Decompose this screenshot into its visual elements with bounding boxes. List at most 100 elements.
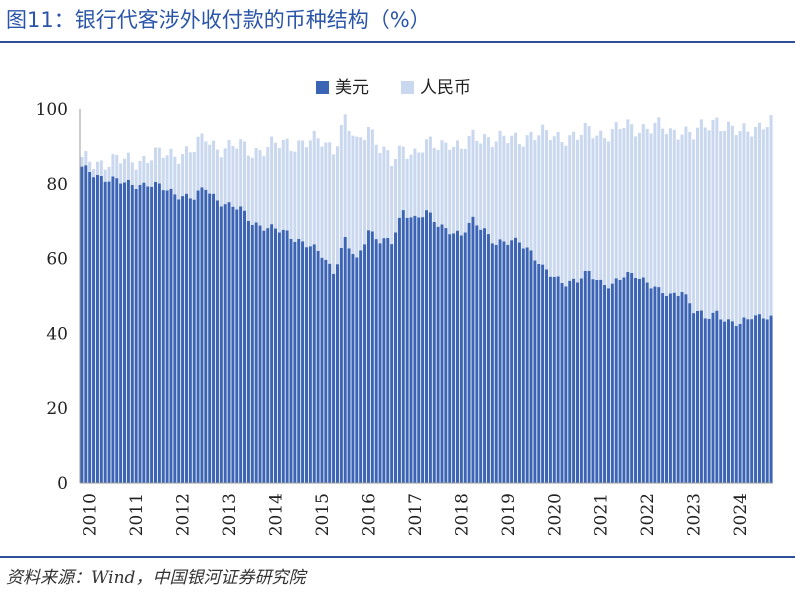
bar-rmb: [332, 154, 336, 274]
bar-rmb: [266, 147, 270, 229]
bar-rmb: [510, 135, 514, 241]
bar-rmb: [297, 140, 301, 239]
bar-rmb: [246, 155, 250, 221]
bar-rmb: [583, 122, 587, 271]
bar-rmb: [676, 139, 680, 297]
y-tick-label: 0: [57, 474, 68, 494]
bar-rmb: [359, 137, 363, 251]
bar-usd: [738, 323, 742, 483]
bar-rmb: [754, 126, 758, 316]
bar-usd: [394, 232, 398, 483]
bar-usd: [359, 250, 363, 483]
bar-usd: [339, 247, 343, 483]
bar-usd: [200, 187, 204, 483]
x-tick-label: 2013: [220, 493, 240, 536]
bar-usd: [142, 182, 146, 483]
bar-rmb: [304, 147, 308, 248]
bar-usd: [243, 210, 247, 483]
bar-rmb: [665, 133, 669, 296]
bar-usd: [599, 279, 603, 483]
bar-rmb: [541, 124, 545, 265]
bar-usd: [614, 278, 618, 483]
bar-rmb: [649, 133, 653, 289]
bar-usd: [161, 190, 165, 483]
bar-usd: [231, 206, 235, 484]
bar-rmb: [316, 138, 320, 251]
bar-rmb: [370, 129, 374, 232]
bar-usd: [366, 230, 370, 483]
bar-rmb: [483, 134, 487, 229]
bar-rmb: [301, 140, 305, 242]
bar-rmb: [324, 142, 328, 260]
bar-usd: [618, 279, 622, 483]
bar-usd: [556, 276, 560, 483]
bar-usd: [335, 264, 339, 483]
bar-usd: [304, 247, 308, 483]
bar-usd: [188, 198, 192, 483]
bar-usd: [742, 317, 746, 483]
bar-usd: [196, 190, 200, 483]
bar-rmb: [641, 124, 645, 278]
bar-rmb: [150, 160, 154, 187]
bar-rmb: [188, 152, 192, 199]
bar-rmb: [417, 152, 421, 218]
bar-rmb: [730, 125, 734, 322]
bar-usd: [374, 239, 378, 483]
bar-rmb: [595, 135, 599, 281]
bar-usd: [761, 318, 765, 483]
bar-rmb: [502, 135, 506, 242]
bar-rmb: [432, 147, 436, 222]
bar-usd: [239, 206, 243, 483]
bar-usd: [668, 293, 672, 483]
bar-rmb: [347, 130, 351, 249]
bar-rmb: [618, 129, 622, 280]
bar-usd: [552, 276, 556, 483]
bar-usd: [165, 190, 169, 483]
bar-usd: [452, 233, 456, 483]
bar-usd: [370, 231, 374, 483]
bar-rmb: [703, 127, 707, 319]
bar-rmb: [196, 136, 200, 191]
bar-rmb: [475, 140, 479, 226]
x-tick-label: 2017: [406, 493, 426, 536]
bar-rmb: [440, 140, 444, 225]
bar-rmb: [467, 135, 471, 223]
bar-rmb: [173, 156, 177, 195]
bar-rmb: [258, 150, 262, 226]
bar-usd: [765, 319, 769, 483]
bar-usd: [587, 270, 591, 483]
bar-usd: [277, 232, 281, 483]
bar-usd: [502, 241, 506, 483]
x-tick-label: 2014: [267, 493, 287, 536]
bar-usd: [250, 225, 254, 483]
bar-usd: [672, 292, 676, 483]
bar-usd: [641, 277, 645, 483]
bar-rmb: [587, 126, 591, 271]
bar-usd: [750, 319, 754, 483]
bar-usd: [153, 181, 157, 483]
bar-rmb: [177, 163, 181, 200]
bar-usd: [157, 183, 161, 483]
bar-rmb: [742, 123, 746, 318]
bar-usd: [111, 176, 115, 483]
legend-swatch-rmb: [401, 81, 414, 94]
y-axis: 0 20 40 60 80 100: [36, 100, 81, 494]
bar-usd: [119, 183, 123, 484]
bar-usd: [262, 230, 266, 483]
x-tick-label: 2022: [638, 493, 658, 536]
bar-rmb: [514, 132, 518, 238]
bar-rmb: [235, 148, 239, 210]
bar-rmb: [320, 146, 324, 258]
bar-usd: [204, 189, 208, 483]
bar-rmb: [696, 127, 700, 311]
bar-usd: [455, 230, 459, 483]
bar-usd: [355, 257, 359, 483]
bar-usd: [181, 196, 185, 484]
bar-usd: [92, 177, 96, 483]
bar-rmb: [719, 131, 723, 320]
bar-usd: [754, 315, 758, 483]
bar-usd: [208, 193, 212, 484]
bar-rmb: [661, 128, 665, 294]
bar-rmb: [134, 169, 138, 189]
bar-rmb: [181, 154, 185, 197]
